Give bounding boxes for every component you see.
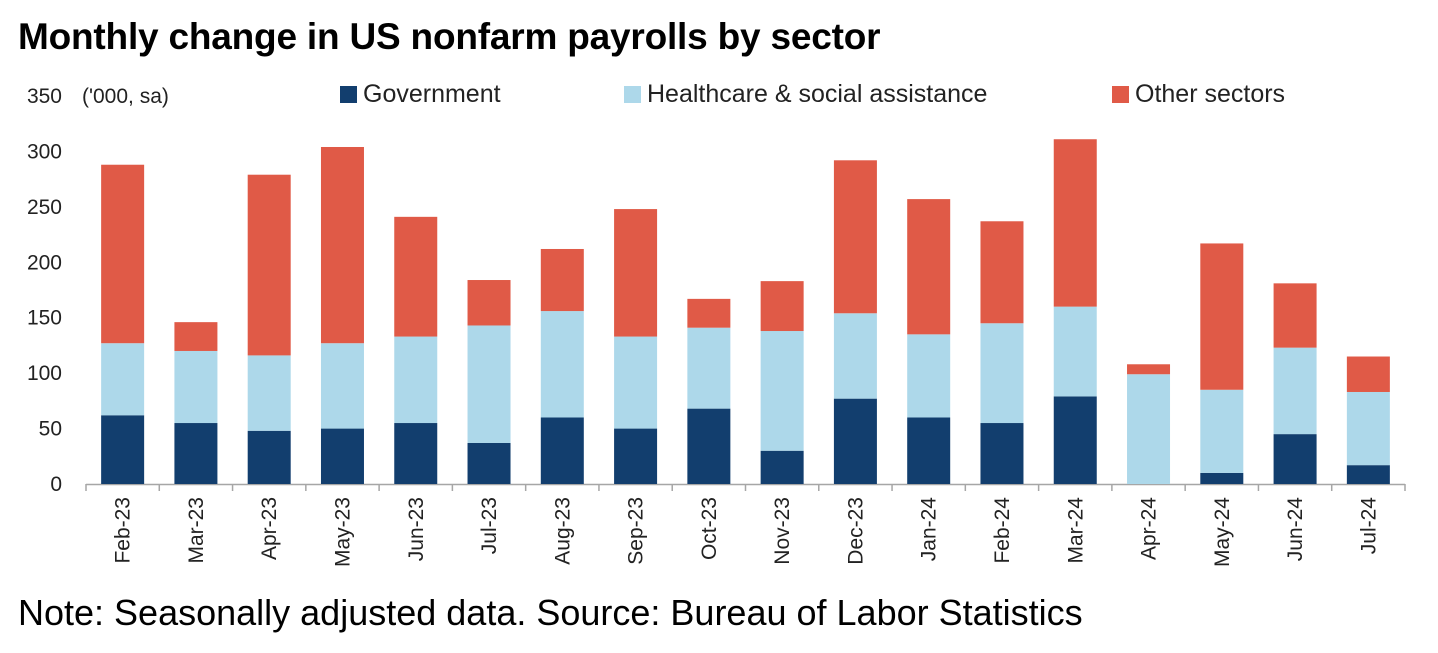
bar-segment-healthcare	[320, 343, 364, 429]
bar-segment-other	[101, 164, 145, 344]
bar-segment-healthcare	[980, 323, 1024, 424]
legend-label: Government	[363, 80, 501, 108]
y-tick-label: 150	[27, 307, 62, 330]
bar-segment-healthcare	[247, 355, 291, 431]
x-axis: Feb-23 Mar-23 Apr-23 May-23 Jun-23 Jul-23 Aug-…	[85, 483, 1406, 567]
bar-segment-other	[760, 281, 804, 332]
x-tick-label: Jul-24	[1357, 497, 1380, 555]
bar-segment-government	[174, 423, 218, 484]
bar-segment-other	[467, 280, 511, 326]
bar-segment-healthcare	[174, 350, 218, 424]
bar-segment-healthcare	[760, 331, 804, 451]
source-note: Note: Seasonally adjusted data. Source: …	[18, 592, 1083, 633]
bar-segment-healthcare	[394, 336, 438, 424]
legend-swatch	[1112, 86, 1129, 103]
y-tick-label: 0	[50, 473, 62, 496]
bar-segment-government	[1200, 472, 1244, 484]
bar-segment-other	[394, 216, 438, 337]
legend-label: Other sectors	[1135, 80, 1285, 108]
bar-segment-healthcare	[1127, 374, 1171, 484]
x-tick-label: Mar-24	[1064, 497, 1087, 564]
bar-segment-other	[1200, 243, 1244, 390]
bar-segment-other	[1273, 283, 1317, 348]
bar-segment-government	[320, 428, 364, 484]
y-tick-label: 300	[27, 140, 62, 163]
bar-segment-healthcare	[907, 334, 951, 418]
x-tick-label: Apr-24	[1138, 497, 1161, 560]
bar-segment-other	[614, 209, 658, 337]
bar-segment-government	[1273, 434, 1317, 484]
y-tick-label: 50	[39, 418, 62, 441]
bar-segment-other	[1053, 139, 1097, 307]
bar-segment-other	[980, 221, 1024, 324]
x-tick-label: May-24	[1211, 497, 1234, 567]
x-tick-label: Jan-24	[918, 497, 941, 562]
y-unit-label: ('000, sa)	[82, 85, 169, 108]
bar-segment-other	[1127, 364, 1171, 375]
bar-segment-government	[1346, 465, 1390, 484]
bar-segment-healthcare	[1346, 391, 1390, 466]
x-tick-label: Dec-23	[844, 497, 867, 565]
bar-segment-healthcare	[1200, 389, 1244, 473]
bar-segment-government	[1053, 396, 1097, 484]
bar-segment-government	[614, 428, 658, 484]
bar-segment-government	[467, 442, 511, 484]
y-tick-label: 350	[27, 85, 62, 108]
bar-segment-other	[833, 160, 877, 314]
bar-segment-other	[687, 298, 731, 328]
x-tick-label: Apr-23	[258, 497, 281, 560]
bar-segment-government	[247, 430, 291, 484]
x-tick-label: Feb-23	[112, 497, 135, 564]
bar-segment-government	[760, 450, 804, 484]
bar-segment-healthcare	[687, 327, 731, 409]
bar-segment-government	[540, 417, 584, 484]
bar-segment-government	[980, 423, 1024, 484]
legend-label: Healthcare & social assistance	[647, 80, 987, 108]
bar-segment-government	[907, 417, 951, 484]
bar-segment-government	[833, 398, 877, 484]
bars	[101, 139, 1390, 484]
x-tick-label: Jul-23	[478, 497, 501, 554]
bar-segment-healthcare	[833, 313, 877, 399]
x-tick-label: Nov-23	[771, 497, 794, 565]
bar-segment-healthcare	[1273, 347, 1317, 435]
legend-swatch	[340, 86, 357, 103]
bar-segment-other	[320, 146, 364, 344]
bar-segment-government	[101, 415, 145, 484]
bar-segment-healthcare	[540, 311, 584, 418]
x-tick-label: Jun-23	[405, 497, 428, 561]
x-tick-label: Mar-23	[185, 497, 208, 564]
bar-segment-government	[687, 408, 731, 484]
legend-swatch	[624, 86, 641, 103]
bar-segment-other	[907, 199, 951, 335]
y-tick-label: 250	[27, 196, 62, 219]
x-tick-label: Sep-23	[625, 497, 648, 565]
x-tick-label: Oct-23	[698, 497, 721, 560]
y-tick-label: 100	[27, 362, 62, 385]
x-tick-label: Feb-24	[991, 497, 1014, 564]
x-tick-label: Aug-23	[551, 497, 574, 565]
bar-segment-other	[540, 248, 584, 312]
bar-segment-other	[1346, 356, 1390, 392]
bar-segment-other	[247, 174, 291, 356]
y-tick-label: 200	[27, 251, 62, 274]
bar-segment-government	[394, 423, 438, 484]
x-tick-label: May-23	[331, 497, 354, 567]
bar-segment-healthcare	[1053, 306, 1097, 397]
chart-title: Monthly change in US nonfarm payrolls by…	[18, 16, 881, 57]
y-axis: 0 50 100 150 200 250 300 350	[27, 85, 62, 496]
bar-segment-other	[174, 322, 218, 351]
bar-segment-healthcare	[467, 325, 511, 443]
legend: Government Healthcare & social assistance…	[340, 80, 1285, 108]
x-tick-label: Jun-24	[1284, 497, 1307, 562]
bar-segment-healthcare	[101, 343, 145, 416]
bar-segment-healthcare	[614, 336, 658, 429]
